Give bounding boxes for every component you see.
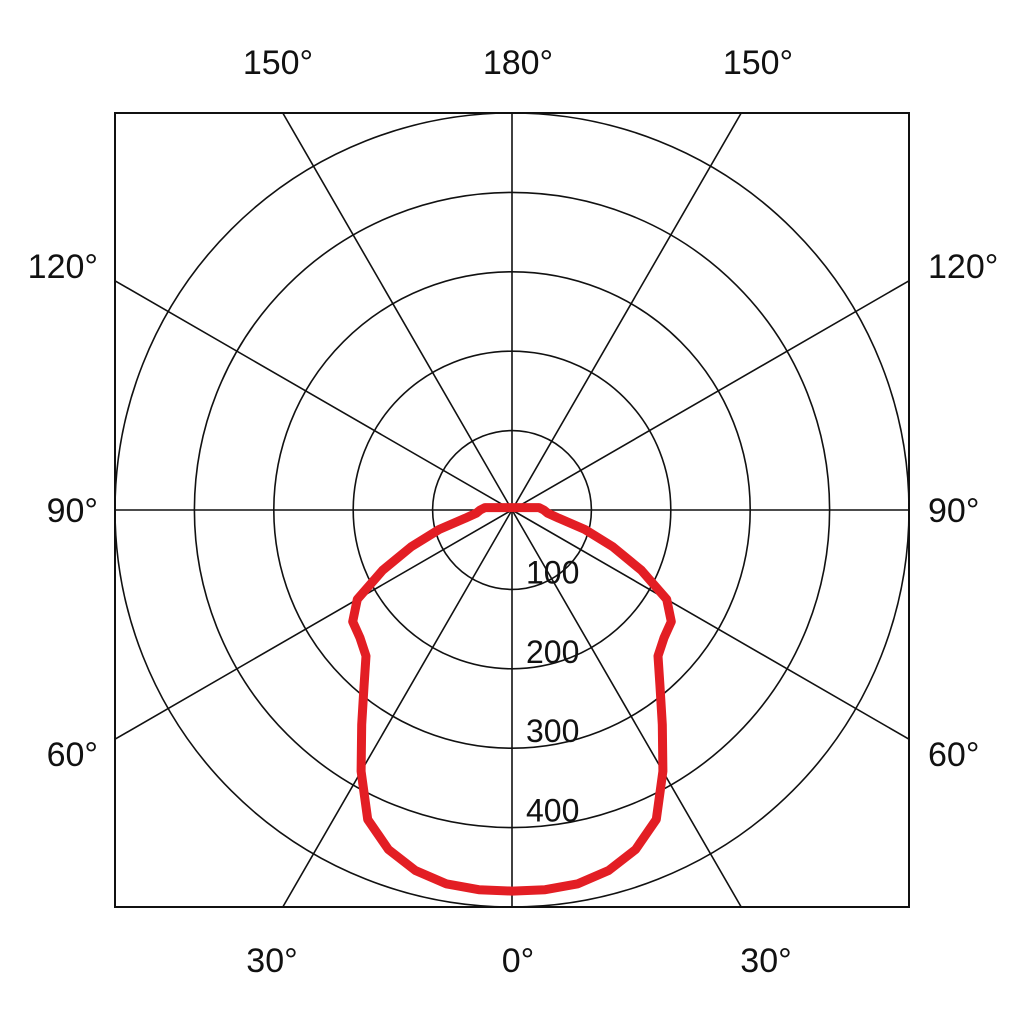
angle-label-bottom-right: 30° xyxy=(740,942,791,980)
intensity-curve xyxy=(348,503,676,896)
angle-gridline-60 xyxy=(511,509,910,740)
angle-label-top-left: 150° xyxy=(243,44,313,82)
radial-tick-label-100: 100 xyxy=(526,554,579,590)
angle-gridline-240 xyxy=(114,280,513,511)
angle-label-right-lower: 60° xyxy=(928,736,979,774)
angle-label-left-upper: 120° xyxy=(28,248,98,286)
radial-tick-label-200: 200 xyxy=(526,634,579,670)
angle-labels: 150° 180° 150° 30° 0° 30° 120° 90° 60° 120° 90° 60° xyxy=(28,44,999,980)
angle-gridline-150 xyxy=(511,112,742,511)
angle-gridline-120 xyxy=(511,280,910,511)
angle-label-left-lower: 60° xyxy=(47,736,98,774)
angle-label-right-upper: 120° xyxy=(928,248,998,286)
angle-label-bottom-center: 0° xyxy=(502,942,535,980)
angle-gridline-30 xyxy=(511,509,742,908)
radial-tick-labels: 100 200 300 400 xyxy=(526,554,579,828)
angle-gridline-330 xyxy=(282,509,513,908)
polar-grid xyxy=(114,112,910,908)
radial-tick-label-300: 300 xyxy=(526,713,579,749)
angle-label-bottom-left: 30° xyxy=(246,942,297,980)
angle-gridline-300 xyxy=(114,509,513,740)
angle-label-right-middle: 90° xyxy=(928,492,979,530)
intensity-curve-layer xyxy=(348,503,676,896)
radial-tick-label-400: 400 xyxy=(526,793,579,829)
angle-label-top-center: 180° xyxy=(483,44,553,82)
angle-gridline-210 xyxy=(282,112,513,511)
angle-label-left-middle: 90° xyxy=(47,492,98,530)
angle-label-top-right: 150° xyxy=(723,44,793,82)
